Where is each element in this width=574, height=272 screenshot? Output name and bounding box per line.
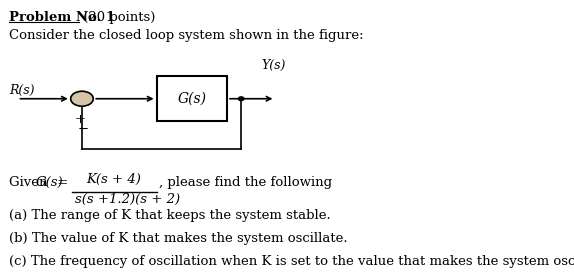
Text: K(s + 4): K(s + 4) bbox=[86, 173, 141, 186]
Text: G(s): G(s) bbox=[177, 91, 206, 105]
Text: , please find the following: , please find the following bbox=[158, 176, 332, 189]
Text: Y(s): Y(s) bbox=[261, 59, 286, 72]
Text: =: = bbox=[53, 176, 72, 189]
Circle shape bbox=[238, 97, 244, 101]
Text: Problem No. 1: Problem No. 1 bbox=[9, 11, 115, 24]
Text: Consider the closed loop system shown in the figure:: Consider the closed loop system shown in… bbox=[9, 29, 364, 42]
Text: (b) The value of K that makes the system oscillate.: (b) The value of K that makes the system… bbox=[9, 232, 348, 245]
Text: Given: Given bbox=[9, 176, 52, 189]
Text: s(s +1.2)(s + 2): s(s +1.2)(s + 2) bbox=[75, 193, 180, 206]
Text: (20 points): (20 points) bbox=[79, 11, 155, 24]
Text: R(s): R(s) bbox=[9, 84, 35, 97]
Text: (a) The range of K that keeps the system stable.: (a) The range of K that keeps the system… bbox=[9, 209, 331, 222]
Text: −: − bbox=[78, 123, 89, 136]
FancyBboxPatch shape bbox=[157, 76, 227, 121]
Text: +: + bbox=[75, 113, 86, 126]
Circle shape bbox=[71, 91, 93, 106]
Text: (c) The frequency of oscillation when K is set to the value that makes the syste: (c) The frequency of oscillation when K … bbox=[9, 255, 574, 268]
Text: G(s): G(s) bbox=[36, 176, 63, 189]
